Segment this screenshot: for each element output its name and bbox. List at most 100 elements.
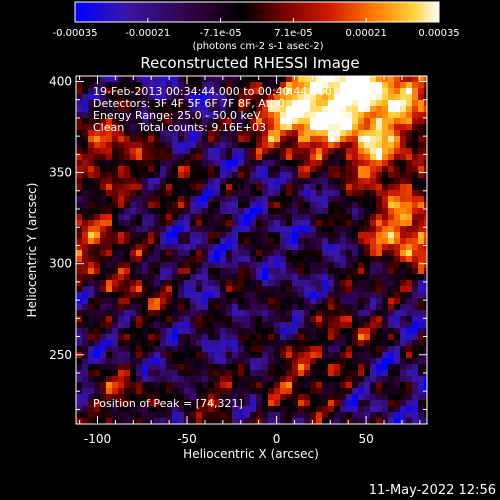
heatmap-cell — [412, 232, 418, 238]
heatmap-cell — [286, 400, 292, 406]
heatmap-cell — [418, 250, 424, 256]
heatmap-cell — [292, 76, 298, 82]
heatmap-cell — [190, 274, 196, 280]
heatmap-cell — [304, 76, 310, 82]
heatmap-cell — [160, 256, 166, 262]
heatmap-cell — [100, 196, 106, 202]
heatmap-cell — [292, 268, 298, 274]
heatmap-cell — [244, 412, 250, 418]
heatmap-cell — [124, 142, 130, 148]
heatmap-cell — [388, 334, 394, 340]
heatmap-cell — [322, 136, 328, 142]
heatmap-cell — [358, 298, 364, 304]
heatmap-cell — [292, 304, 298, 310]
heatmap-cell — [346, 238, 352, 244]
rhessi-image — [76, 76, 427, 424]
heatmap-cell — [304, 394, 310, 400]
heatmap-cell — [112, 238, 118, 244]
heatmap-cell — [124, 106, 130, 112]
heatmap-cell — [250, 394, 256, 400]
heatmap-cell — [268, 418, 274, 424]
heatmap-cell — [142, 292, 148, 298]
heatmap-cell — [220, 220, 226, 226]
heatmap-cell — [346, 160, 352, 166]
heatmap-cell — [232, 238, 238, 244]
heatmap-cell — [178, 394, 184, 400]
heatmap-cell — [322, 328, 328, 334]
heatmap-cell — [202, 88, 208, 94]
heatmap-cell — [358, 316, 364, 322]
heatmap-cell — [160, 274, 166, 280]
heatmap-cell — [310, 226, 316, 232]
heatmap-cell — [292, 112, 298, 118]
heatmap-cell — [112, 202, 118, 208]
heatmap-cell — [412, 184, 418, 190]
heatmap-cell — [226, 394, 232, 400]
heatmap-cell — [412, 256, 418, 262]
heatmap-cell — [118, 178, 124, 184]
heatmap-cell — [88, 274, 94, 280]
heatmap-cell — [196, 250, 202, 256]
heatmap-cell — [238, 160, 244, 166]
heatmap-cell — [304, 232, 310, 238]
heatmap-cell — [178, 136, 184, 142]
heatmap-cell — [388, 292, 394, 298]
heatmap-cell — [112, 286, 118, 292]
heatmap-cell — [214, 214, 220, 220]
heatmap-cell — [202, 106, 208, 112]
heatmap-cell — [250, 124, 256, 130]
heatmap-cell — [268, 412, 274, 418]
heatmap-cell — [364, 148, 370, 154]
heatmap-cell — [214, 154, 220, 160]
heatmap-cell — [412, 178, 418, 184]
heatmap-cell — [226, 346, 232, 352]
heatmap-cell — [322, 154, 328, 160]
heatmap-cell — [376, 202, 382, 208]
heatmap-cell — [316, 316, 322, 322]
heatmap-cell — [250, 166, 256, 172]
heatmap-cell — [160, 184, 166, 190]
heatmap-cell — [100, 268, 106, 274]
heatmap-cell — [88, 304, 94, 310]
heatmap-cell — [226, 292, 232, 298]
heatmap-cell — [94, 250, 100, 256]
heatmap-cell — [196, 142, 202, 148]
heatmap-cell — [88, 328, 94, 334]
heatmap-cell — [184, 250, 190, 256]
heatmap-cell — [268, 292, 274, 298]
heatmap-cell — [346, 358, 352, 364]
heatmap-cell — [376, 76, 382, 82]
heatmap-cell — [82, 178, 88, 184]
heatmap-cell — [406, 292, 412, 298]
heatmap-cell — [154, 112, 160, 118]
heatmap-cell — [268, 136, 274, 142]
heatmap-cell — [370, 328, 376, 334]
heatmap-cell — [238, 142, 244, 148]
heatmap-cell — [346, 130, 352, 136]
heatmap-cell — [94, 196, 100, 202]
heatmap-cell — [412, 244, 418, 250]
heatmap-cell — [388, 178, 394, 184]
heatmap-cell — [106, 388, 112, 394]
heatmap-cell — [196, 118, 202, 124]
heatmap-cell — [250, 178, 256, 184]
heatmap-cell — [292, 196, 298, 202]
heatmap-cell — [412, 292, 418, 298]
heatmap-cell — [112, 232, 118, 238]
heatmap-cell — [124, 100, 130, 106]
heatmap-cell — [232, 280, 238, 286]
heatmap-cell — [238, 118, 244, 124]
heatmap-cell — [208, 262, 214, 268]
heatmap-cell — [352, 76, 358, 82]
heatmap-cell — [76, 226, 82, 232]
heatmap-cell — [148, 340, 154, 346]
heatmap-cell — [376, 316, 382, 322]
heatmap-cell — [292, 292, 298, 298]
heatmap-cell — [322, 286, 328, 292]
heatmap-cell — [172, 250, 178, 256]
heatmap-cell — [196, 346, 202, 352]
heatmap-cell — [256, 340, 262, 346]
heatmap-cell — [172, 244, 178, 250]
heatmap-cell — [316, 334, 322, 340]
heatmap-cell — [136, 244, 142, 250]
